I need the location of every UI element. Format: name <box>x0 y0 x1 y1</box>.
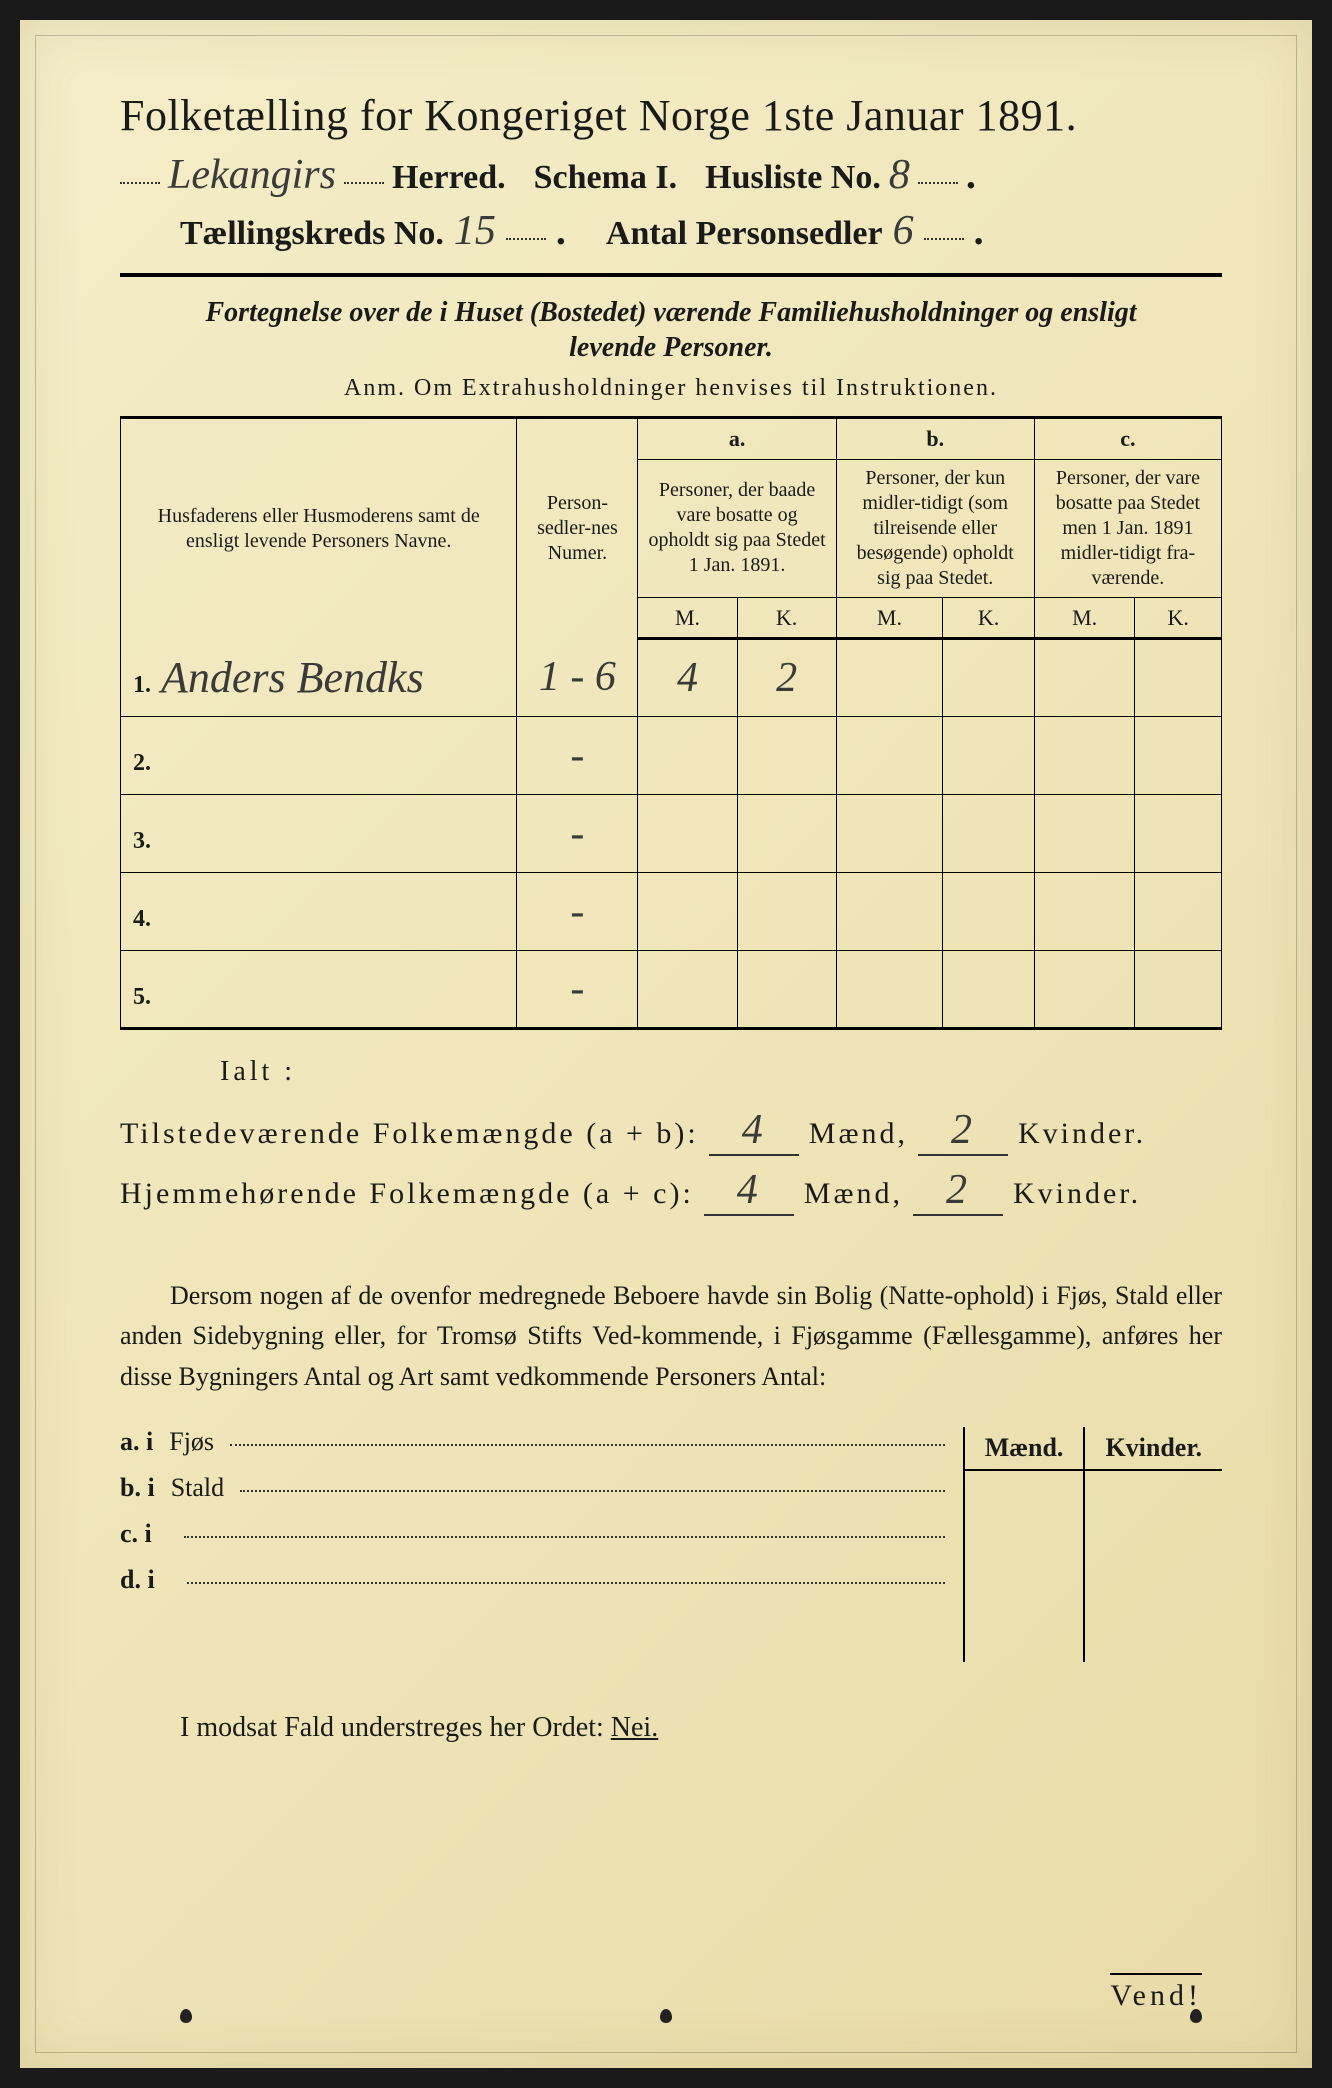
col-b-m: M. <box>836 597 943 639</box>
col-a-m: M. <box>638 597 737 639</box>
col-c-m: M. <box>1034 597 1135 639</box>
antal-label: Antal Personsedler <box>606 215 883 253</box>
husliste-number: 8 <box>889 151 910 199</box>
col-c-k: K. <box>1135 597 1222 639</box>
outbuilding-row: a. iFjøs <box>120 1427 945 1457</box>
col-b-label: b. <box>836 418 1034 460</box>
tilstede-maend: 4 <box>709 1106 799 1156</box>
hjemme-kvinder: 2 <box>913 1166 1003 1216</box>
vend-label: Vend! <box>1110 1973 1202 2013</box>
ink-dot <box>660 2009 672 2023</box>
col-a-text: Personer, der baade vare bosatte og opho… <box>638 459 836 597</box>
col-a-k: K. <box>737 597 836 639</box>
census-table: Husfaderens eller Husmoderens samt de en… <box>120 416 1222 1030</box>
table-row: 3.- <box>121 795 1222 873</box>
totals-hjemme: Hjemmehørende Folkemængde (a + c): 4 Mæn… <box>120 1166 1222 1216</box>
col-name: Husfaderens eller Husmoderens samt de en… <box>121 418 517 639</box>
header-line-2: Tællingskreds No. 15 . Antal Personsedle… <box>120 207 1222 255</box>
ink-dot <box>1190 2009 1202 2023</box>
col-c-label: c. <box>1034 418 1221 460</box>
hjemme-maend: 4 <box>704 1166 794 1216</box>
antal-number: 6 <box>893 207 914 255</box>
kreds-label: Tællingskreds No. <box>180 215 444 253</box>
table-row: 2.- <box>121 717 1222 795</box>
outbuilding-paragraph: Dersom nogen af de ovenfor medregnede Be… <box>120 1276 1222 1397</box>
table-row: 5.- <box>121 951 1222 1029</box>
outbuilding-row: d. i <box>120 1565 945 1595</box>
outbuilding-row: c. i <box>120 1519 945 1549</box>
col-a-label: a. <box>638 418 836 460</box>
kreds-number: 15 <box>454 207 496 255</box>
table-row: 4.- <box>121 873 1222 951</box>
outbuild-kvinder-header: Kvinder. <box>1084 1427 1222 1470</box>
nei-word: Nei. <box>611 1712 658 1743</box>
subheading: Fortegnelse over de i Huset (Bostedet) v… <box>120 295 1222 365</box>
table-row: 1.Anders Bendks1 - 642 <box>121 639 1222 717</box>
nei-line: I modsat Fald understreges her Ordet: Ne… <box>120 1712 1222 1744</box>
ialt-label: Ialt : <box>220 1056 1222 1088</box>
schema-label: Schema I. <box>534 159 678 197</box>
table-body: 1.Anders Bendks1 - 6422.-3.-4.-5.- <box>121 639 1222 1029</box>
outbuilding-section: a. iFjøs b. iStald c. i d. i Mænd. Kvinder. <box>120 1427 1222 1662</box>
totals-tilstede: Tilstedeværende Folkemængde (a + b): 4 M… <box>120 1106 1222 1156</box>
outbuilding-row: b. iStald <box>120 1473 945 1503</box>
outbuilding-mk-table: Mænd. Kvinder. <box>963 1427 1222 1662</box>
col-c-text: Personer, der vare bosatte paa Stedet me… <box>1034 459 1221 597</box>
ink-dot <box>180 2009 192 2023</box>
col-b-text: Personer, der kun midler-tidigt (som til… <box>836 459 1034 597</box>
header-line-1: Lekangirs Herred. Schema I. Husliste No.… <box>120 151 1222 199</box>
tilstede-kvinder: 2 <box>918 1106 1008 1156</box>
annotation-note: Anm. Om Extrahusholdninger henvises til … <box>120 375 1222 402</box>
outbuild-maend-header: Mænd. <box>964 1427 1085 1470</box>
husliste-label: Husliste No. <box>705 159 881 197</box>
outbuilding-list: a. iFjøs b. iStald c. i d. i <box>120 1427 945 1662</box>
herred-label: Herred. <box>392 159 506 197</box>
census-form-page: Folketælling for Kongeriget Norge 1ste J… <box>20 20 1312 2068</box>
col-b-k: K. <box>943 597 1035 639</box>
page-title: Folketælling for Kongeriget Norge 1ste J… <box>120 90 1222 141</box>
divider-rule <box>120 273 1222 277</box>
col-numer: Person-sedler-nes Numer. <box>517 418 638 639</box>
herred-name-handwritten: Lekangirs <box>168 151 336 199</box>
